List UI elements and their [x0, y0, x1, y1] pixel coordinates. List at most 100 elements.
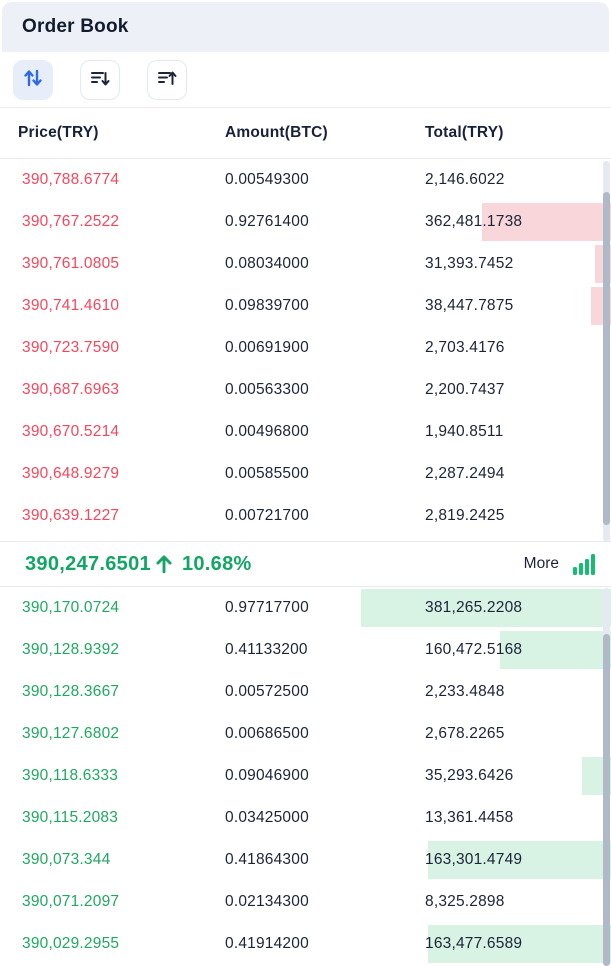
ask-row[interactable]: 390,670.5214 0.00496800 1,940.8511 — [0, 411, 611, 453]
depth-bar — [482, 203, 611, 241]
depth-bar — [428, 841, 611, 879]
order-book-toolbar — [0, 52, 611, 108]
amount-cell: 0.41864300 — [225, 851, 309, 868]
list-arrow-up-icon — [156, 67, 178, 92]
total-cell: 31,393.7452 — [425, 255, 514, 272]
bids-scrollbar-thumb[interactable] — [603, 634, 610, 966]
column-headers: Price(TRY) Amount(BTC) Total(TRY) — [0, 108, 611, 159]
total-cell: 362,481.1738 — [425, 213, 523, 230]
amount-cell: 0.00563300 — [225, 381, 309, 398]
view-bids-button[interactable] — [147, 59, 187, 100]
bid-row[interactable]: 390,073.344 0.41864300 163,301.4749 — [0, 839, 611, 881]
arrows-up-down-icon — [22, 67, 44, 92]
total-cell: 2,678.2265 — [425, 725, 505, 742]
total-cell: 2,146.6022 — [425, 171, 505, 188]
price-cell: 390,723.7590 — [22, 339, 120, 356]
amount-cell: 0.41133200 — [225, 641, 308, 658]
total-cell: 160,472.5168 — [425, 641, 523, 658]
price-cell: 390,639.1227 — [22, 507, 120, 524]
ask-row[interactable]: 390,687.6963 0.00563300 2,200.7437 — [0, 369, 611, 411]
total-cell: 13,361.4458 — [425, 809, 514, 826]
column-header-price: Price(TRY) — [18, 124, 99, 141]
more-button[interactable]: More — [523, 555, 559, 572]
last-price-bar: 390,247.6501 10.68% More — [0, 541, 611, 587]
total-cell: 381,265.2208 — [425, 599, 523, 616]
ask-row[interactable]: 390,723.7590 0.00691900 2,703.4176 — [0, 327, 611, 369]
bids-scrollbar-track[interactable] — [603, 588, 610, 966]
ask-row[interactable]: 390,639.1227 0.00721700 2,819.2425 — [0, 495, 611, 537]
price-cell: 390,127.6802 — [22, 725, 120, 742]
ask-list: 390,788.6774 0.00549300 2,146.6022 390,767.… — [0, 159, 611, 537]
price-cell: 390,115.2083 — [22, 809, 119, 826]
ask-row[interactable]: 390,761.0805 0.08034000 31,393.7452 — [0, 243, 611, 285]
amount-cell: 0.09839700 — [225, 297, 309, 314]
price-cell: 390,767.2522 — [22, 213, 120, 230]
amount-cell: 0.41914200 — [225, 935, 309, 952]
total-cell: 163,301.4749 — [425, 851, 523, 868]
price-cell: 390,073.344 — [22, 851, 111, 868]
amount-cell: 0.92761400 — [225, 213, 309, 230]
amount-cell: 0.00496800 — [225, 423, 309, 440]
price-cell: 390,118.6333 — [22, 767, 119, 784]
bid-row[interactable]: 390,127.6802 0.00686500 2,678.2265 — [0, 713, 611, 755]
amount-cell: 0.08034000 — [225, 255, 309, 272]
price-cell: 390,788.6774 — [22, 171, 120, 188]
amount-cell: 0.00721700 — [225, 507, 309, 524]
ask-row[interactable]: 390,767.2522 0.92761400 362,481.1738 — [0, 201, 611, 243]
price-cell: 390,128.3667 — [22, 683, 120, 700]
price-cell: 390,741.4610 — [22, 297, 120, 314]
amount-cell: 0.00585500 — [225, 465, 309, 482]
bid-row[interactable]: 390,170.0724 0.97717700 381,265.2208 — [0, 587, 611, 629]
amount-cell: 0.00686500 — [225, 725, 309, 742]
total-cell: 35,293.6426 — [425, 767, 514, 784]
price-cell: 390,670.5214 — [22, 423, 120, 440]
price-cell: 390,071.2097 — [22, 893, 120, 910]
amount-cell: 0.00572500 — [225, 683, 309, 700]
last-price[interactable]: 390,247.6501 — [25, 552, 151, 575]
list-arrow-down-icon — [89, 67, 111, 92]
amount-cell: 0.02134300 — [225, 893, 309, 910]
view-asks-button[interactable] — [80, 59, 120, 100]
page-title: Order Book — [22, 16, 129, 37]
column-header-amount: Amount(BTC) — [225, 124, 328, 141]
bid-row[interactable]: 390,071.2097 0.02134300 8,325.2898 — [0, 881, 611, 923]
price-cell: 390,761.0805 — [22, 255, 120, 272]
amount-cell: 0.09046900 — [225, 767, 309, 784]
bid-row[interactable]: 390,128.3667 0.00572500 2,233.4848 — [0, 671, 611, 713]
price-cell: 390,029.2955 — [22, 935, 120, 952]
total-cell: 163,477.6589 — [425, 935, 523, 952]
bid-row[interactable]: 390,118.6333 0.09046900 35,293.6426 — [0, 755, 611, 797]
price-cell: 390,687.6963 — [22, 381, 120, 398]
total-cell: 2,233.4848 — [425, 683, 505, 700]
asks-scrollbar-thumb[interactable] — [603, 192, 610, 525]
price-cell: 390,170.0724 — [22, 599, 120, 616]
view-both-button[interactable] — [13, 59, 53, 100]
total-cell: 2,287.2494 — [425, 465, 505, 482]
total-cell: 1,940.8511 — [425, 423, 504, 440]
total-cell: 38,447.7875 — [425, 297, 514, 314]
bid-row[interactable]: 390,029.2955 0.41914200 163,477.6589 — [0, 923, 611, 965]
total-cell: 8,325.2898 — [425, 893, 505, 910]
price-cell: 390,128.9392 — [22, 641, 120, 658]
amount-cell: 0.00691900 — [225, 339, 309, 356]
bid-row[interactable]: 390,115.2083 0.03425000 13,361.4458 — [0, 797, 611, 839]
asks-scrollbar-track[interactable] — [603, 161, 610, 542]
bid-list: 390,170.0724 0.97717700 381,265.2208 390,12… — [0, 587, 611, 965]
amount-cell: 0.00549300 — [225, 171, 309, 188]
ask-row[interactable]: 390,648.9279 0.00585500 2,287.2494 — [0, 453, 611, 495]
total-cell: 2,819.2425 — [425, 507, 505, 524]
amount-cell: 0.03425000 — [225, 809, 309, 826]
bid-row[interactable]: 390,128.9392 0.41133200 160,472.5168 — [0, 629, 611, 671]
column-header-total: Total(TRY) — [425, 124, 504, 141]
ask-row[interactable]: 390,741.4610 0.09839700 38,447.7875 — [0, 285, 611, 327]
depth-bar — [500, 631, 611, 669]
depth-bar — [361, 589, 611, 627]
total-cell: 2,200.7437 — [425, 381, 505, 398]
total-cell: 2,703.4176 — [425, 339, 505, 356]
arrow-up-icon — [155, 554, 173, 574]
ask-row[interactable]: 390,788.6774 0.00549300 2,146.6022 — [0, 159, 611, 201]
more-group: More — [524, 553, 595, 575]
depth-chart-icon[interactable] — [573, 553, 595, 575]
amount-cell: 0.97717700 — [225, 599, 309, 616]
